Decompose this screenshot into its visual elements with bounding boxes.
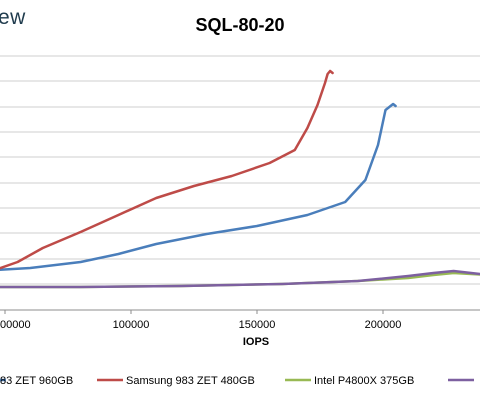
legend-label: Intel P4800X 375GB (314, 375, 414, 387)
series-line-1 (0, 102, 397, 271)
x-tick-label: 150000 (239, 319, 276, 331)
legend-label: 83 ZET 960GB (0, 375, 73, 387)
series-line-2 (0, 69, 334, 270)
series-lines (0, 69, 480, 289)
legend: 83 ZET 960GB Samsung 983 ZET 480GB Intel P… (0, 375, 474, 387)
x-axis-label: IOPS (243, 336, 269, 348)
gridlines (0, 55, 480, 311)
x-tick-label: 100000 (113, 319, 150, 331)
series-line-4 (0, 269, 480, 289)
legend-label: Samsung 983 ZET 480GB (126, 375, 255, 387)
x-tick-label: 200000 (365, 319, 402, 331)
brand-logo-fragment: ew (0, 6, 26, 29)
x-axis: 00000 100000 150000 200000 (0, 310, 401, 331)
series-line-3 (0, 271, 480, 289)
x-tick-label: 00000 (0, 319, 31, 331)
chart-title: SQL-80-20 (195, 15, 284, 35)
